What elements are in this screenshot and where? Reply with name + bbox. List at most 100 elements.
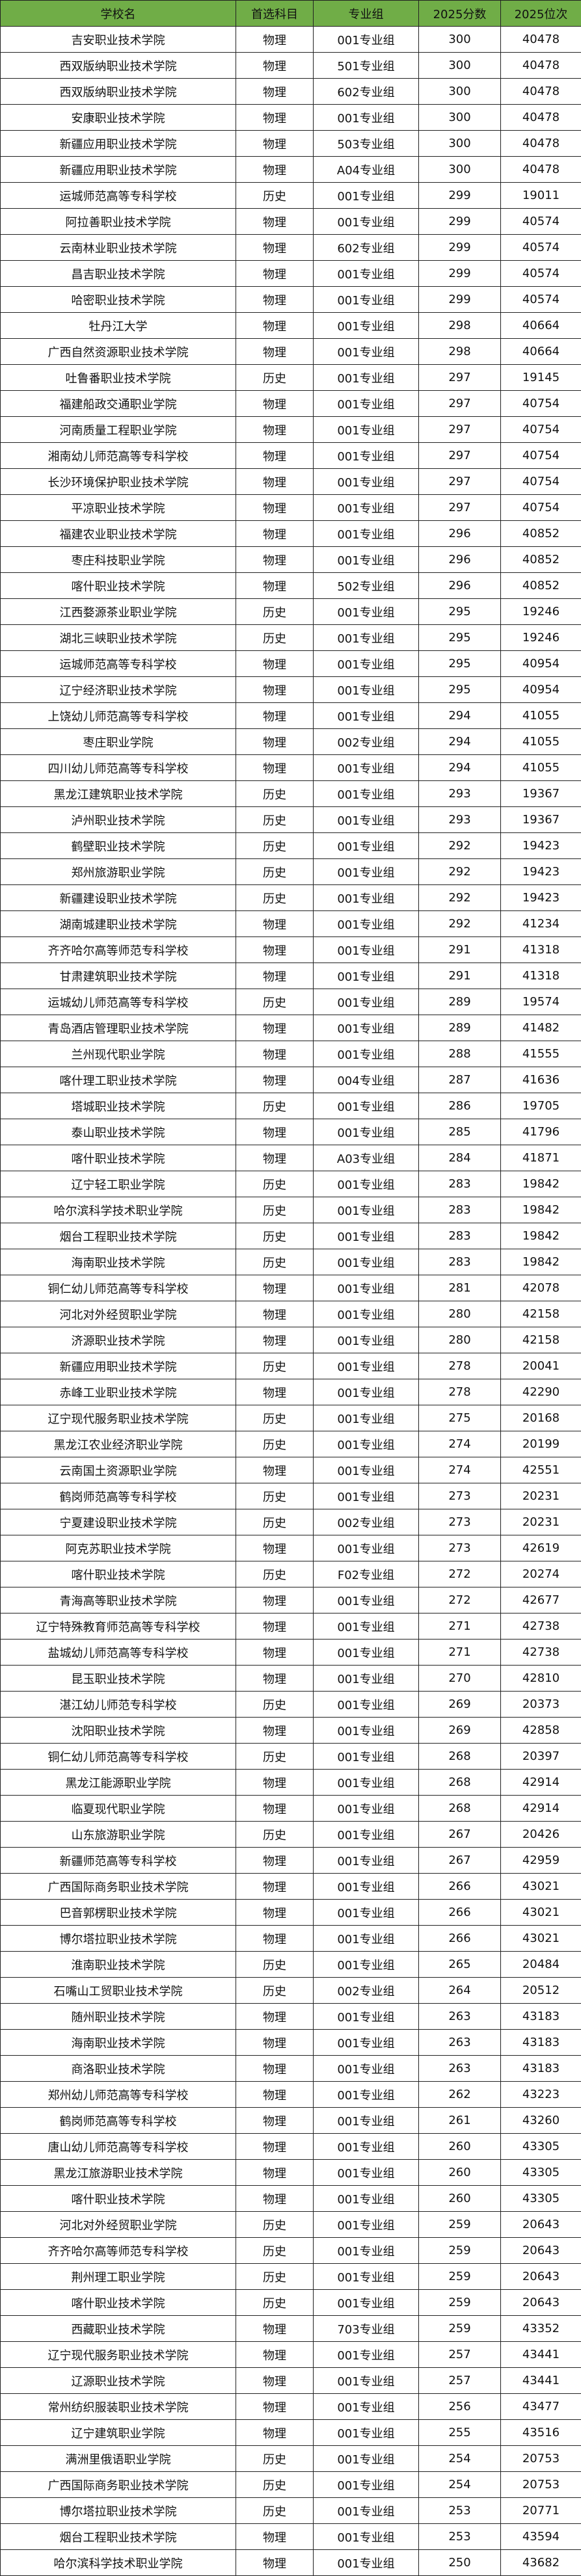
table-row: 吐鲁番职业技术学院 历史 001专业组 297 19145: [0, 364, 581, 391]
score-cell: 254: [418, 2445, 501, 2472]
rank-cell: 43183: [500, 2055, 581, 2082]
score-cell: 272: [418, 1587, 501, 1613]
subject-cell: 物理: [236, 2419, 314, 2446]
subject-cell: 物理: [236, 1665, 314, 1692]
score-cell: 269: [418, 1691, 501, 1718]
score-cell: 296: [418, 520, 501, 547]
subject-cell: 历史: [236, 780, 314, 807]
rank-cell: 42914: [500, 1769, 581, 1796]
subject-cell: 历史: [236, 2497, 314, 2524]
table-row: 泰山职业技术学院 物理 001专业组 285 41796: [0, 1119, 581, 1145]
subject-cell: 物理: [236, 1119, 314, 1145]
school-name-cell: 辽源职业技术学院: [0, 2367, 236, 2394]
major-group-cell: 602专业组: [313, 78, 419, 105]
school-name-cell: 河北对外经贸职业学院: [0, 1301, 236, 1327]
rank-cell: 42914: [500, 1795, 581, 1822]
table-row: 新疆应用职业技术学院 物理 A04专业组 300 40478: [0, 156, 581, 183]
score-cell: 300: [418, 130, 501, 157]
subject-cell: 物理: [236, 1301, 314, 1327]
subject-cell: 物理: [236, 728, 314, 755]
major-group-cell: 001专业组: [313, 104, 419, 131]
rank-cell: 20231: [500, 1483, 581, 1509]
table-row: 吉安职业技术学院 物理 001专业组 300 40478: [0, 26, 581, 53]
rank-cell: 20643: [500, 2237, 581, 2264]
major-group-cell: 001专业组: [313, 182, 419, 209]
major-group-cell: 002专业组: [313, 1977, 419, 2004]
score-cell: 275: [418, 1405, 501, 1431]
subject-cell: 历史: [236, 2263, 314, 2290]
score-cell: 291: [418, 963, 501, 989]
subject-cell: 物理: [236, 2133, 314, 2160]
table-row: 江西婺源茶业职业学院 历史 001专业组 295 19246: [0, 598, 581, 625]
major-group-cell: 001专业组: [313, 884, 419, 911]
table-row: 枣庄职业学院 物理 002专业组 294 41055: [0, 728, 581, 755]
score-cell: 296: [418, 572, 501, 599]
rank-cell: 41482: [500, 1015, 581, 1041]
rank-cell: 19842: [500, 1171, 581, 1197]
table-row: 枣庄科技职业学院 物理 001专业组 296 40852: [0, 546, 581, 573]
school-name-cell: 巴音郭楞职业技术学院: [0, 1899, 236, 1926]
table-row: 赤峰工业职业技术学院 物理 001专业组 278 42290: [0, 1379, 581, 1405]
table-row: 郑州旅游职业学院 历史 001专业组 292 19423: [0, 858, 581, 885]
subject-cell: 历史: [236, 858, 314, 885]
rank-cell: 19423: [500, 858, 581, 885]
subject-cell: 历史: [236, 1197, 314, 1223]
rank-cell: 19842: [500, 1197, 581, 1223]
subject-cell: 物理: [236, 130, 314, 157]
table-row: 鹤壁职业技术学院 历史 001专业组 292 19423: [0, 832, 581, 859]
major-group-cell: 001专业组: [313, 702, 419, 729]
major-group-cell: 503专业组: [313, 130, 419, 157]
subject-cell: 物理: [236, 2003, 314, 2030]
rank-cell: 40478: [500, 104, 581, 131]
score-cell: 263: [418, 2055, 501, 2082]
major-group-cell: 001专业组: [313, 780, 419, 807]
rank-cell: 40664: [500, 338, 581, 365]
rank-cell: 40574: [500, 234, 581, 261]
major-group-cell: 001专业组: [313, 1301, 419, 1327]
score-cell: 285: [418, 1119, 501, 1145]
table-row: 鹤岗师范高等专科学校 物理 001专业组 261 43260: [0, 2107, 581, 2134]
table-row: 常州纺织服装职业技术学院 物理 001专业组 256 43477: [0, 2393, 581, 2420]
subject-cell: 历史: [236, 1249, 314, 1275]
subject-cell: 物理: [236, 1015, 314, 1041]
rank-cell: 43594: [500, 2523, 581, 2550]
school-name-cell: 新疆师范高等专科学校: [0, 1847, 236, 1874]
major-group-cell: 001专业组: [313, 2081, 419, 2108]
table-row: 四川幼儿师范高等专科学校 物理 001专业组 294 41055: [0, 754, 581, 781]
rank-cell: 19011: [500, 182, 581, 209]
school-name-cell: 随州职业技术学院: [0, 2003, 236, 2030]
score-cell: 263: [418, 2003, 501, 2030]
rank-cell: 42290: [500, 1379, 581, 1405]
rank-cell: 42959: [500, 1847, 581, 1874]
major-group-cell: 001专业组: [313, 832, 419, 859]
table-row: 齐齐哈尔高等师范专科学校 物理 001专业组 291 41318: [0, 936, 581, 963]
score-cell: 289: [418, 1015, 501, 1041]
school-name-cell: 吐鲁番职业技术学院: [0, 364, 236, 391]
score-cell: 256: [418, 2393, 501, 2420]
table-row: 哈密职业技术学院 物理 001专业组 299 40574: [0, 286, 581, 313]
school-name-cell: 广西国际商务职业技术学院: [0, 1873, 236, 1900]
score-cell: 293: [418, 780, 501, 807]
table-row: 昆玉职业技术学院 物理 001专业组 270 42810: [0, 1665, 581, 1692]
school-name-cell: 黑龙江旅游职业技术学院: [0, 2159, 236, 2186]
rank-cell: 40954: [500, 650, 581, 677]
header-score: 2025分数: [418, 0, 501, 27]
rank-cell: 40852: [500, 572, 581, 599]
school-name-cell: 荆州理工职业学院: [0, 2263, 236, 2290]
score-cell: 283: [418, 1223, 501, 1249]
subject-cell: 历史: [236, 1223, 314, 1249]
subject-cell: 物理: [236, 338, 314, 365]
rank-cell: 42551: [500, 1457, 581, 1483]
school-name-cell: 新疆建设职业技术学院: [0, 884, 236, 911]
rank-cell: 42810: [500, 1665, 581, 1692]
major-group-cell: 001专业组: [313, 286, 419, 313]
subject-cell: 历史: [236, 1821, 314, 1848]
major-group-cell: 001专业组: [313, 1327, 419, 1353]
subject-cell: 历史: [236, 1405, 314, 1431]
table-row: 喀什职业技术学院 历史 F02专业组 272 20274: [0, 1561, 581, 1587]
score-cell: 255: [418, 2419, 501, 2446]
school-name-cell: 长沙环境保护职业技术学院: [0, 468, 236, 495]
rank-cell: 40574: [500, 286, 581, 313]
major-group-cell: 001专业组: [313, 989, 419, 1015]
rank-cell: 19367: [500, 780, 581, 807]
